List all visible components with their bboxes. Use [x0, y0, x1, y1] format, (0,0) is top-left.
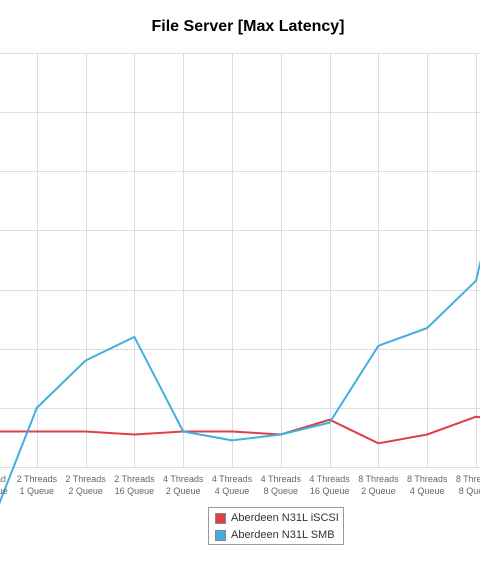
legend-swatch-iscsi — [215, 512, 226, 524]
x-tick-label: 16 Queue — [115, 486, 155, 496]
x-tick-label: 2 Threads — [114, 474, 155, 484]
x-tick-label: 16 Queue — [310, 486, 350, 496]
x-axis-ticks: 1 Thread 16 Queue 2 Threads 1 Queue 2 Thread… — [0, 474, 480, 496]
legend-label-smb: Aberdeen N31L SMB — [231, 529, 335, 541]
series-lines — [0, 259, 480, 505]
x-tick-label: 4 Threads — [212, 474, 253, 484]
x-tick-label: 4 Queue — [410, 486, 445, 496]
series-line-smb — [0, 259, 480, 505]
x-tick-label: 4 Threads — [261, 474, 302, 484]
x-tick-label: 2 Threads — [65, 474, 106, 484]
legend-item-smb: Aberdeen N31L SMB — [215, 528, 335, 542]
legend-label-iscsi: Aberdeen N31L iSCSI — [231, 512, 339, 524]
grid-lines — [0, 53, 480, 468]
x-tick-label: 2 Queue — [361, 486, 396, 496]
x-tick-label: 8 Queue — [459, 486, 480, 496]
legend-item-iscsi: Aberdeen N31L iSCSI — [215, 511, 339, 525]
x-tick-label: 8 Queue — [264, 486, 299, 496]
x-tick-label: 4 Threads — [309, 474, 350, 484]
x-tick-label: 8 Threads — [358, 474, 399, 484]
x-tick-label: 4 Queue — [215, 486, 250, 496]
x-tick-label: 1 Queue — [20, 486, 55, 496]
x-tick-label: 2 Queue — [166, 486, 201, 496]
x-tick-label: 1 Thread — [0, 474, 6, 484]
legend-swatch-smb — [215, 529, 226, 541]
x-tick-label: 2 Threads — [17, 474, 58, 484]
x-tick-label: 16 Queue — [0, 486, 8, 496]
x-tick-label: 8 Threads — [456, 474, 480, 484]
chart-title: File Server [Max Latency] — [151, 18, 345, 35]
legend: Aberdeen N31L iSCSI Aberdeen N31L SMB — [208, 507, 344, 545]
x-tick-label: 4 Threads — [163, 474, 204, 484]
x-tick-label: 2 Queue — [68, 486, 103, 496]
x-tick-label: 8 Threads — [407, 474, 448, 484]
